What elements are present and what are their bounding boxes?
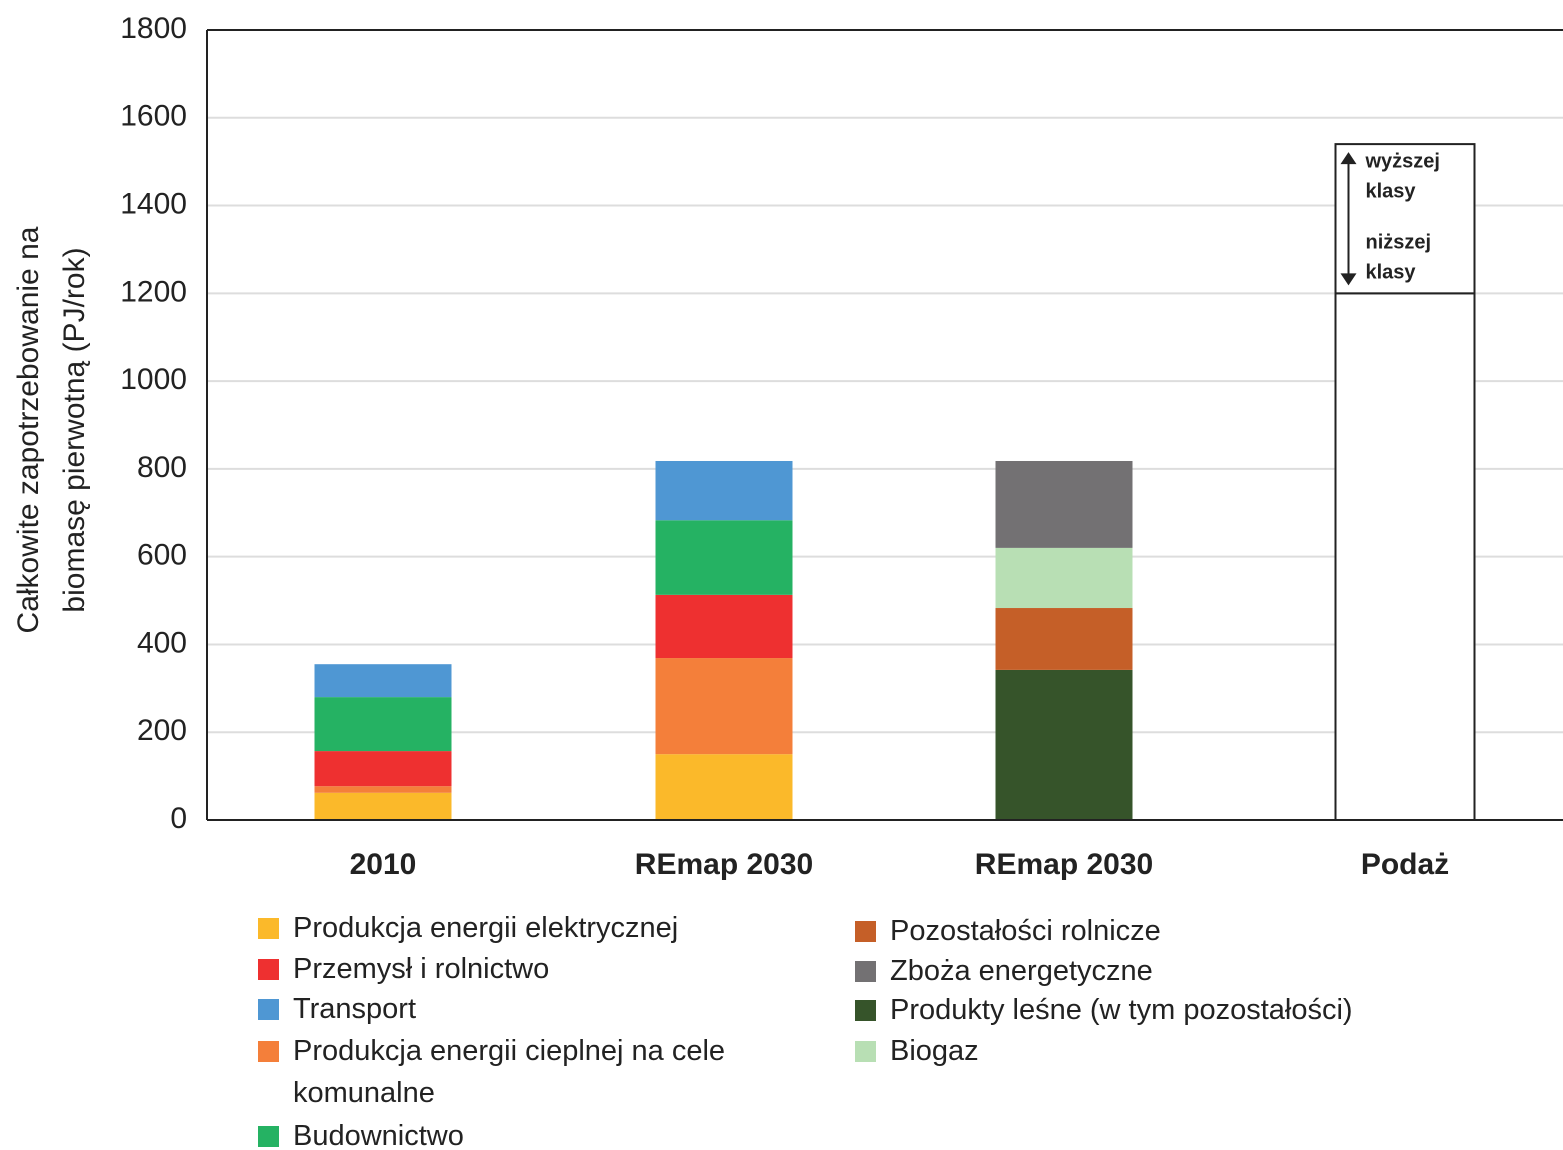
bar-segment [314,792,452,820]
legend-item: Pozostałości rolnicze [855,910,1530,952]
bar-segment [314,786,452,793]
x-tick-label: Podaż [1361,848,1449,881]
legend-item: Transport [258,988,763,1030]
arrow-head [1340,152,1357,165]
supply-segment [1334,143,1476,295]
y-tick-label: 200 [137,714,187,747]
legend-item: Produkcja energii cieplnej na cele komun… [258,1030,763,1114]
bar-segment [314,751,452,787]
bar-segment [995,460,1133,548]
legend-label: Biogaz [890,1035,979,1067]
legend-swatch [258,959,279,980]
y-tick-label: 0 [170,802,187,835]
legend-swatch [855,1000,876,1021]
bar-segment [655,460,793,521]
legend-item: Budownictwo [258,1115,763,1150]
bar-segment [314,664,452,698]
legend-label: Pozostałości rolnicze [890,915,1161,947]
legend-swatch [258,1126,279,1147]
x-tick-label: REmap 2030 [635,848,813,881]
arrow-head [1340,273,1357,286]
legend-swatch [855,921,876,942]
legend-swatch [258,1041,279,1062]
annotation: niższej [1366,232,1432,254]
y-tick-label: 1800 [120,12,187,45]
annotation: klasy [1366,262,1417,284]
bar-segment [995,669,1133,820]
y-tick-label: 1600 [120,100,187,133]
legend-item: Biogaz [855,1030,1530,1072]
supply-segment [1334,292,1476,822]
x-tick-label: 2010 [350,848,417,881]
legend-label: Budownictwo [293,1120,464,1150]
legend-item: Produkcja energii elektrycznej [258,907,763,949]
y-tick-label: 600 [137,539,187,572]
y-axis-label: biomasę pierwotną (PJ/rok) [58,247,91,612]
y-axis-label: Całkowite zapotrzebowanie na [12,226,45,633]
bar-segment [655,594,793,659]
legend-label: Zboża energetyczne [890,955,1153,987]
legend-label: Produkcja energii elektrycznej [293,912,679,944]
x-tick-label: REmap 2030 [975,848,1153,881]
annotation: wyższej [1365,150,1440,172]
legend-swatch [258,999,279,1020]
bar-segment [655,658,793,755]
bar-segment [655,520,793,595]
legend-label: Przemysł i rolnictwo [293,953,550,985]
y-tick-label: 1200 [120,275,187,308]
legend-label: Transport [293,993,417,1025]
legend-label: Produkty leśne (w tym pozostałości) [890,994,1353,1026]
legend-swatch [258,918,279,939]
bar-segment [655,754,793,820]
y-tick-label: 1400 [120,187,187,220]
annotation: klasy [1366,180,1417,202]
legend-item: Przemysł i rolnictwo [258,948,763,990]
legend-item: Produkty leśne (w tym pozostałości) [855,989,1530,1031]
legend-swatch [855,961,876,982]
y-tick-label: 1000 [120,363,187,396]
legend-swatch [855,1041,876,1062]
y-tick-label: 400 [137,626,187,659]
bar-segment [995,547,1133,609]
y-tick-label: 800 [137,451,187,484]
bar-segment [995,608,1133,670]
legend-item: Zboża energetyczne [855,950,1530,992]
legend-label: Produkcja energii cieplnej na cele komun… [293,1035,726,1109]
bar-segment [314,697,452,752]
